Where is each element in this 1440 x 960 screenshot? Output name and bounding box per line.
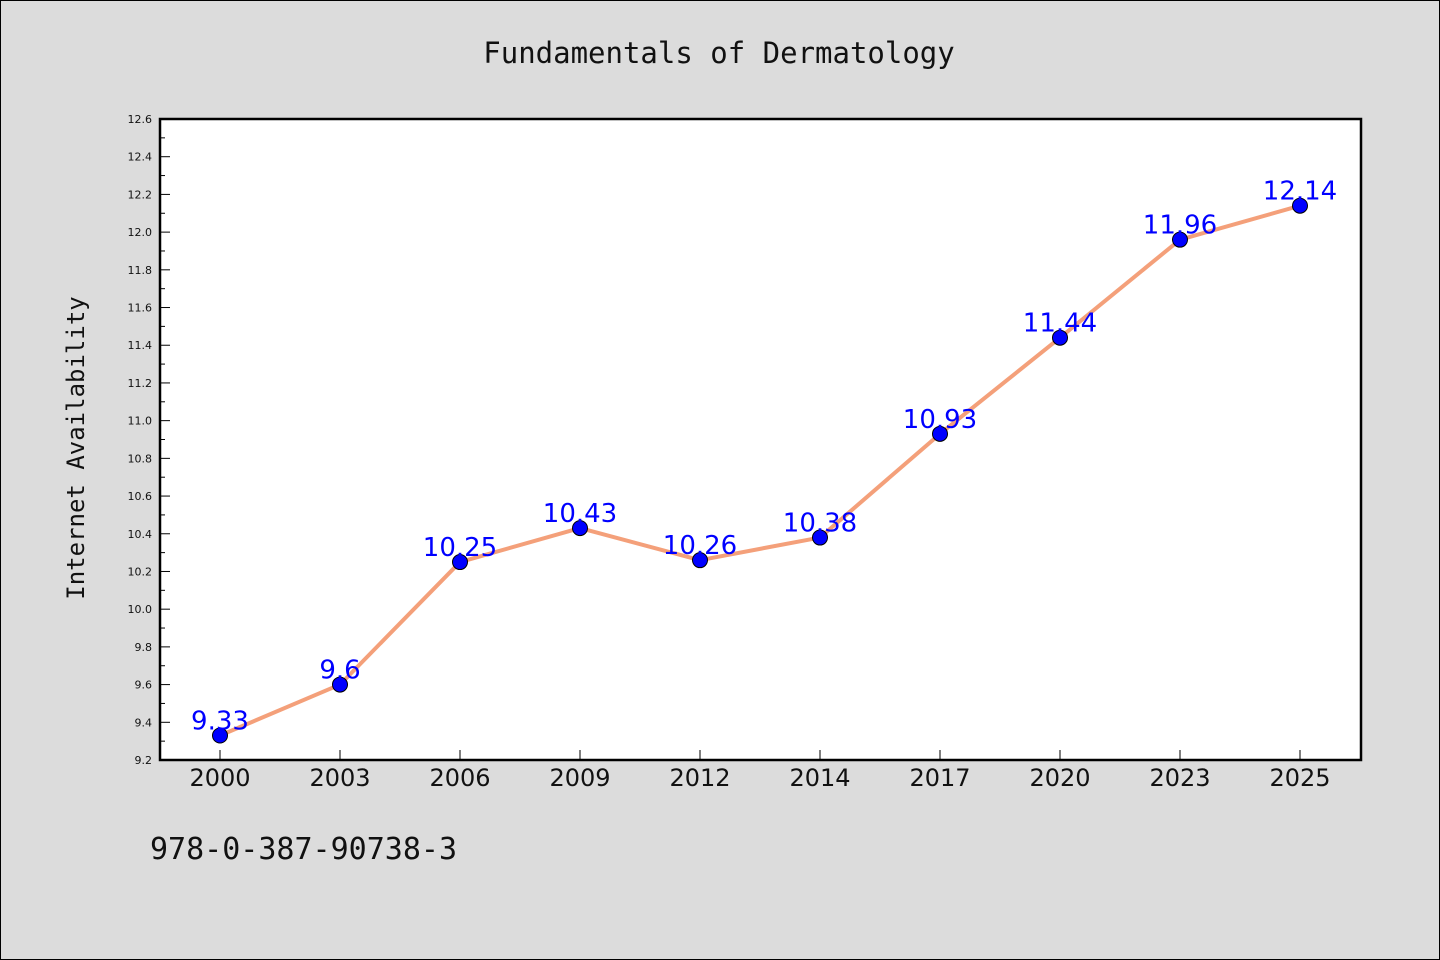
data-label: 11.96 <box>1143 211 1217 241</box>
y-tick-label: 12.0 <box>128 226 153 239</box>
y-tick-label: 11.2 <box>128 377 153 390</box>
data-label: 10.38 <box>783 509 857 539</box>
data-point <box>212 727 228 744</box>
data-label: 10.25 <box>423 533 497 563</box>
x-tick-label: 2003 <box>309 764 370 792</box>
x-tick-label: 2000 <box>189 764 250 792</box>
plot-border <box>158 117 1363 762</box>
y-tick-label: 12.2 <box>128 188 153 201</box>
data-point <box>452 554 468 571</box>
y-tick-label: 9.8 <box>135 641 153 654</box>
data-point <box>572 520 588 537</box>
data-label: 9.6 <box>319 656 360 686</box>
x-tick-label: 2023 <box>1149 764 1210 792</box>
plot-area <box>160 119 1361 760</box>
y-tick-label: 11.4 <box>128 339 153 352</box>
y-axis-label: Internet Availability <box>62 296 90 599</box>
y-tick-label: 9.6 <box>135 679 153 692</box>
x-tick-label: 2017 <box>909 764 970 792</box>
data-point <box>932 425 948 442</box>
y-tick-label: 11.6 <box>128 302 153 315</box>
data-point <box>692 552 708 569</box>
x-tick-label: 2014 <box>789 764 850 792</box>
series-line <box>218 203 1302 738</box>
y-tick-label: 10.2 <box>128 565 153 578</box>
x-tick-label: 2006 <box>429 764 490 792</box>
y-tick-label: 12.4 <box>128 151 153 164</box>
data-label: 12.14 <box>1263 177 1337 207</box>
y-tick-label: 10.8 <box>128 452 153 465</box>
x-tick-label: 2012 <box>669 764 730 792</box>
data-point <box>1172 231 1188 248</box>
y-tick-label: 10.4 <box>128 528 153 541</box>
y-tick-label: 9.2 <box>135 754 153 767</box>
y-tick-label: 11.8 <box>128 264 153 277</box>
data-label: 10.26 <box>663 531 737 561</box>
data-point <box>812 529 828 546</box>
data-point <box>1052 329 1068 346</box>
chart-title: Fundamentals of Dermatology <box>483 36 954 70</box>
data-label: 10.43 <box>543 499 617 529</box>
data-point <box>1292 197 1308 214</box>
x-tick-label: 2009 <box>549 764 610 792</box>
data-label: 11.44 <box>1023 309 1097 339</box>
y-tick-label: 9.4 <box>135 716 153 729</box>
y-axis-ticks: 9.2 9.4 9.6 9.8 10.0 10.2 10.4 10.6 10.8 11.0 11.2… <box>128 113 170 767</box>
x-tick-label: 2025 <box>1269 764 1330 792</box>
isbn-caption: 978-0-387-90738-3 <box>150 832 458 867</box>
y-tick-label: 10.0 <box>128 603 153 616</box>
y-tick-label: 10.6 <box>128 490 153 503</box>
data-point <box>332 676 348 693</box>
y-tick-label: 11.0 <box>128 415 153 428</box>
data-label: 10.93 <box>903 405 977 435</box>
x-axis-ticks: 2000 2003 2006 2009 2012 2014 2017 2020 2023 2025 <box>189 750 1331 792</box>
x-tick-label: 2020 <box>1029 764 1090 792</box>
data-label: 9.33 <box>191 706 249 736</box>
data-series: 9.33 9.6 10.25 10.43 10.26 10.38 10.93 11.44 11.… <box>191 177 1337 744</box>
y-tick-label: 12.6 <box>128 113 153 126</box>
